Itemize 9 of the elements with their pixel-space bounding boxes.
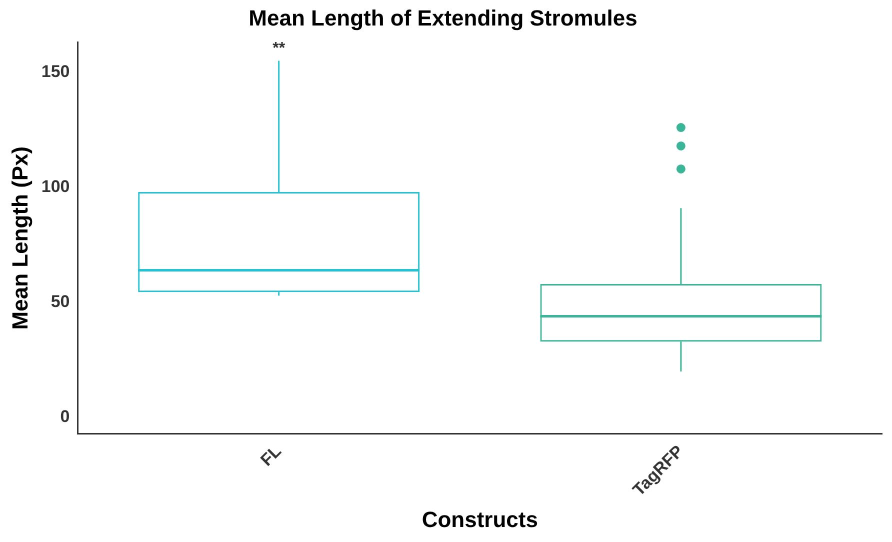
x-axis-title: Constructs: [422, 506, 538, 532]
y-tick-label: 0: [60, 407, 70, 426]
annotation: **: [272, 40, 286, 58]
y-tick-label: 100: [41, 177, 70, 196]
x-tick-label: FL: [256, 442, 285, 470]
y-tick-label: 150: [41, 62, 70, 82]
y-tick-label: 50: [50, 292, 70, 312]
y-axis-title: Mean Length (Px): [7, 146, 32, 330]
chart-title: Mean Length of Extending Stromules: [248, 5, 638, 30]
